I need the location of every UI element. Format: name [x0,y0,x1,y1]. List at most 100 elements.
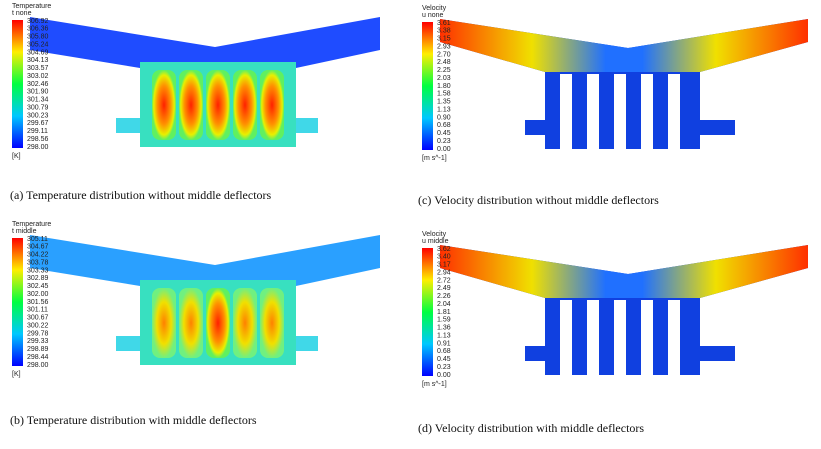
colorbar-label: 0.90 [437,114,451,121]
colorbar-label: 305.80 [27,34,49,41]
slot [614,74,626,149]
cell [233,70,257,140]
colorbar-label: 298.44 [27,354,49,361]
slot [668,74,680,149]
colorbar-label: 300.79 [27,104,49,111]
colorbar-label: 2.48 [437,59,451,66]
legend-title: Velocity [422,231,447,238]
colorbar-label: 3.17 [437,262,451,269]
colorbar-label: 1.35 [437,99,451,106]
colorbar-label: 305.11 [27,236,48,243]
colorbar-label: 1.58 [437,91,451,98]
colorbar-label: 300.23 [27,112,49,119]
colorbar-label: 0.45 [437,130,451,137]
colorbar-label: 303.57 [27,65,49,72]
colorbar-label: 0.91 [437,340,451,347]
cell [260,288,284,358]
legend-unit: [m s^-1] [422,381,447,388]
colorbar-label: 1.81 [437,309,451,316]
colorbar-label: 302.46 [27,81,49,88]
colorbar [422,248,433,376]
legend-variable: u middle [422,238,449,245]
colorbar-label: 1.59 [437,317,451,324]
jet-flow [440,19,808,72]
legend-unit: [m s^-1] [422,155,447,162]
colorbar-label: 1.13 [437,332,451,339]
colorbar-label: 303.02 [27,73,49,80]
legend-variable: t middle [12,228,37,235]
cell [260,70,284,140]
colorbar-label: 2.04 [437,301,451,308]
colorbar-label: 2.26 [437,293,451,300]
colorbar-label: 304.67 [27,244,49,251]
cell [179,70,203,140]
colorbar-label: 305.24 [27,41,49,48]
legend-unit: [K] [12,153,21,160]
cell [152,70,176,140]
slot [560,74,572,149]
colorbar-label: 298.56 [27,136,49,143]
colorbar-label: 300.22 [27,322,49,329]
legend-title: Temperature [12,221,51,228]
cell [206,288,230,358]
colorbar [12,20,23,148]
colorbar-label: 1.80 [437,83,451,90]
slot [587,74,599,149]
cell [233,288,257,358]
colorbar [12,238,23,366]
colorbar-label: 301.90 [27,89,49,96]
colorbar-label: 304.13 [27,57,49,64]
colorbar-label: 301.34 [27,97,49,104]
colorbar-label: 301.11 [27,307,48,314]
colorbar-label: 2.94 [437,269,451,276]
colorbar-label: 299.67 [27,120,49,127]
colorbar [422,22,433,150]
caption: (b) Temperature distribution with middle… [10,413,257,427]
colorbar-label: 2.49 [437,285,451,292]
legend-unit: [K] [12,371,21,378]
legend-variable: t none [12,10,32,17]
colorbar-label: 0.45 [437,356,451,363]
colorbar-label: 306.36 [27,26,49,33]
caption: (c) Velocity distribution without middle… [418,193,659,207]
slot [668,300,680,375]
colorbar-label: 298.00 [27,144,49,151]
colorbar-label: 303.33 [27,267,49,274]
colorbar-label: 2.25 [437,67,451,74]
slot [641,300,653,375]
colorbar-label: 0.68 [437,122,451,129]
colorbar-label: 299.11 [27,128,48,135]
legend-title: Velocity [422,5,447,12]
colorbar-label: 299.78 [27,330,49,337]
colorbar-label: 2.03 [437,75,451,82]
colorbar-label: 298.89 [27,346,49,353]
cell [206,70,230,140]
colorbar-label: 0.23 [437,364,451,371]
colorbar-label: 1.13 [437,106,451,113]
colorbar-label: 304.22 [27,252,49,259]
colorbar-label: 3.38 [437,28,451,35]
jet-flow [440,245,808,298]
legend-variable: u none [422,12,444,19]
caption: (a) Temperature distribution without mid… [10,188,272,202]
slot [560,300,572,375]
cell [152,288,176,358]
colorbar-label: 301.56 [27,299,49,306]
colorbar-label: 3.61 [437,20,451,27]
colorbar-label: 0.68 [437,348,451,355]
colorbar-label: 2.93 [437,43,451,50]
colorbar-label: 2.72 [437,277,451,284]
colorbar-label: 306.92 [27,18,49,25]
colorbar-label: 302.00 [27,291,49,298]
colorbar-label: 0.00 [437,372,451,379]
cell [179,288,203,358]
colorbar-label: 299.33 [27,338,49,345]
colorbar-label: 302.89 [27,275,49,282]
slot [614,300,626,375]
colorbar-label: 0.23 [437,138,451,145]
slot [641,74,653,149]
colorbar-label: 303.78 [27,259,49,266]
colorbar-label: 2.70 [437,51,451,58]
caption: (d) Velocity distribution with middle de… [418,421,644,435]
